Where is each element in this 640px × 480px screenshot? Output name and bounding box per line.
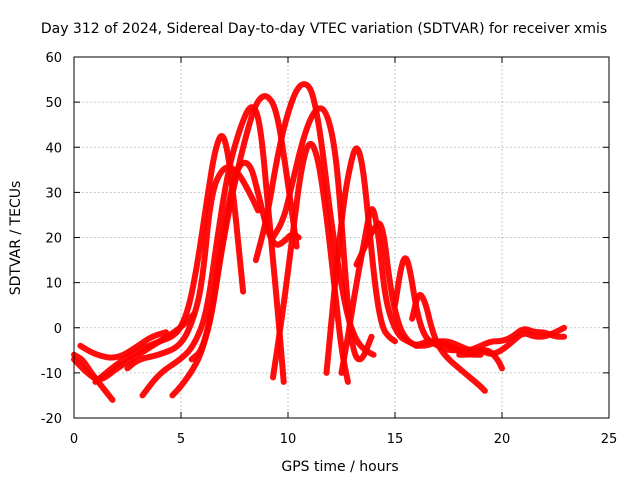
y-tick-label: 10 <box>45 277 62 292</box>
y-tick-label: 20 <box>45 232 62 247</box>
series-line-pass-16 <box>409 292 488 394</box>
series-line-pass-6 <box>139 104 287 399</box>
series-line-pass-12 <box>323 145 398 376</box>
y-tick-label: 40 <box>45 141 62 156</box>
y-tick-label: -20 <box>41 412 62 427</box>
series-group <box>71 81 568 403</box>
x-tick-label: 25 <box>601 432 618 447</box>
y-tick-label: -10 <box>41 367 62 382</box>
y-tick-label: 0 <box>54 322 62 337</box>
x-tick-label: 20 <box>494 432 511 447</box>
series-line-pass-1 <box>71 351 116 403</box>
x-tick-label: 0 <box>70 432 78 447</box>
series-line-pass-8 <box>188 93 300 363</box>
series-line-pass-3 <box>77 329 169 361</box>
y-tick-label: 30 <box>45 186 62 201</box>
y-axis-label: SDTVAR / TECUs <box>8 181 24 296</box>
y-tick-label: 60 <box>45 51 62 66</box>
y-tick-label: 50 <box>45 96 62 111</box>
chart-title: Day 312 of 2024, Sidereal Day-to-day VTE… <box>41 21 607 37</box>
series-line-pass-9 <box>252 81 377 358</box>
x-tick-label: 10 <box>280 432 297 447</box>
axis-ticks: 0 5 10 15 20 25 -20 -10 0 10 20 30 40 50 60 <box>41 51 618 447</box>
series-line-pass-19 <box>456 347 505 372</box>
series-line-pass-18 <box>434 326 568 354</box>
x-tick-label: 5 <box>177 432 185 447</box>
x-axis-label: GPS time / hours <box>281 459 398 475</box>
series-line-pass-13 <box>338 206 420 376</box>
series-line-pass-4 <box>92 132 247 385</box>
x-tick-label: 15 <box>387 432 404 447</box>
